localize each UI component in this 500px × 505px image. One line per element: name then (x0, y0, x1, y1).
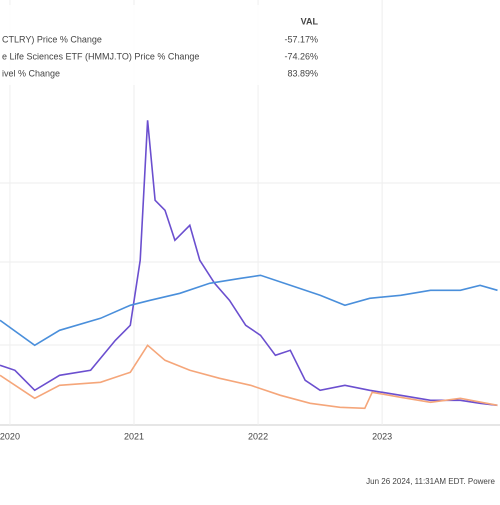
legend-value: 83.89% (287, 68, 318, 78)
footer: Jun 26 2024, 11:31AM EDT. Powere (366, 477, 495, 486)
x-tick-label: 2020 (0, 431, 20, 441)
legend-label: e Life Sciences ETF (HMMJ.TO) Price % Ch… (2, 51, 199, 61)
x-tick-label: 2022 (248, 431, 268, 441)
x-tick-label: 2021 (124, 431, 144, 441)
x-tick-label: 2023 (372, 431, 392, 441)
series-line (0, 274, 498, 347)
series-line (0, 344, 498, 410)
legend-header: VAL (301, 16, 319, 26)
legend-box (0, 5, 330, 85)
legend-label: CTLRY) Price % Change (2, 34, 102, 44)
legend-label: ivel % Change (2, 68, 60, 78)
legend-value: -57.17% (284, 34, 318, 44)
series-line (0, 120, 498, 407)
legend-value: -74.26% (284, 51, 318, 61)
